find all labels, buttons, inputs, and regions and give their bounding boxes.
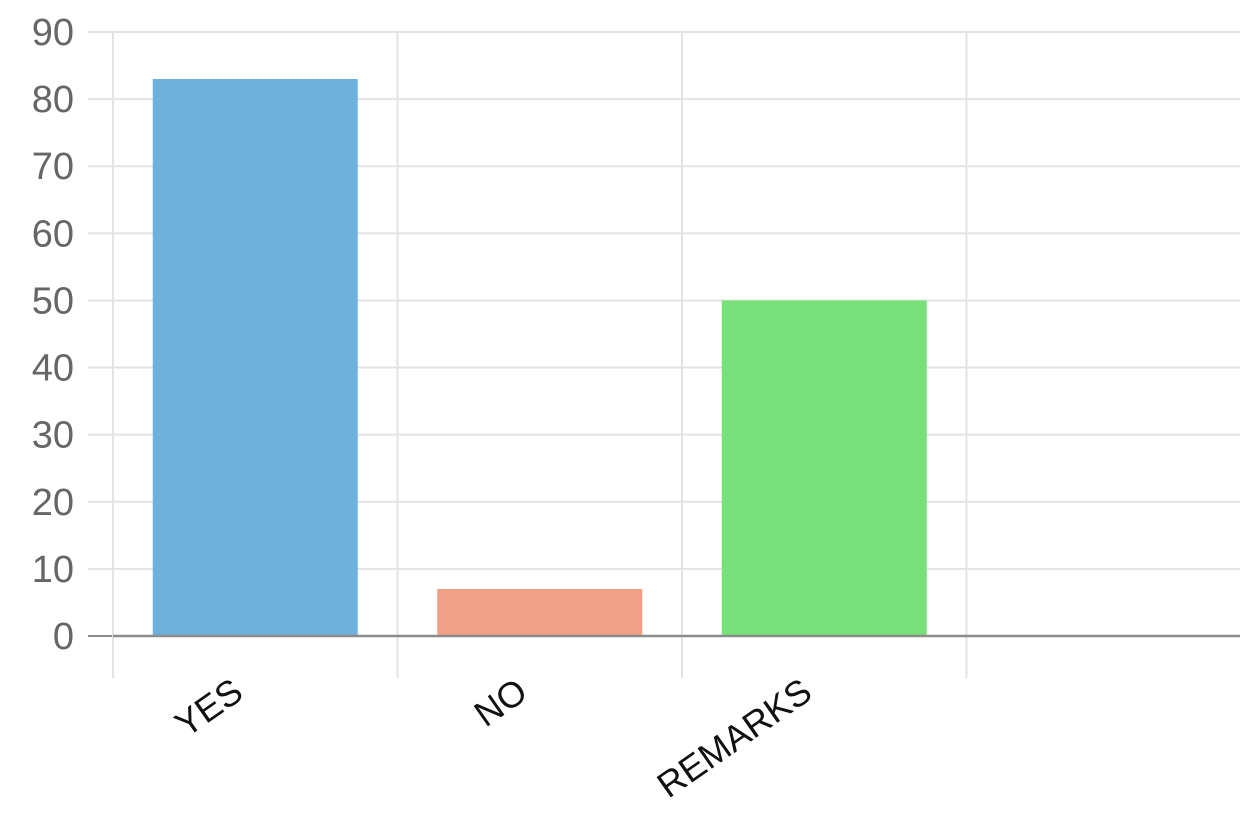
y-tick-label: 90: [32, 12, 74, 54]
y-tick-label: 70: [32, 146, 74, 188]
y-tick-label: 10: [32, 549, 74, 591]
y-tick-label: 60: [32, 213, 74, 255]
bar-no: [437, 589, 643, 636]
y-tick-label: 20: [32, 482, 74, 524]
bar-remarks: [721, 300, 927, 636]
y-tick-label: 80: [32, 79, 74, 121]
y-tick-label: 30: [32, 415, 74, 457]
y-tick-labels: 0 10 20 30 40 50 60 70 80 90: [32, 12, 74, 658]
x-tick-label: NO: [467, 670, 535, 735]
bar-yes: [152, 78, 358, 636]
bars: [152, 78, 927, 636]
y-tick-label: 50: [32, 280, 74, 322]
x-tick-labels: YES NO REMARKS: [167, 670, 819, 806]
y-tick-label: 40: [32, 348, 74, 390]
x-tick-label: REMARKS: [649, 670, 818, 806]
y-tick-label: 0: [53, 616, 74, 658]
x-tick-label: YES: [167, 670, 250, 745]
